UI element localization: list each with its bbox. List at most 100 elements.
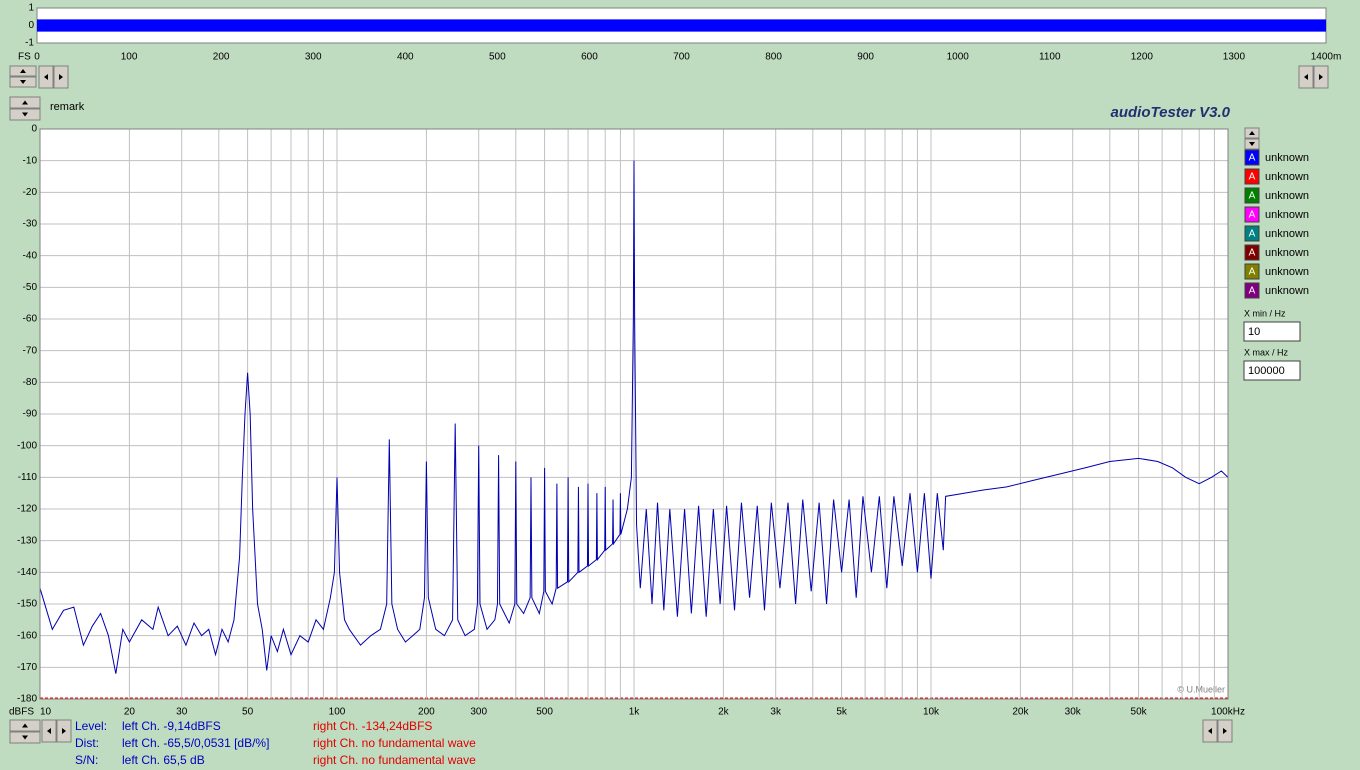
trace-swatch[interactable] [1244, 187, 1260, 204]
x-tick-label: 200 [418, 707, 435, 718]
button[interactable] [1313, 65, 1329, 89]
trace-letter: A [1249, 286, 1256, 297]
x-tick-label: 1200 [1131, 52, 1154, 63]
status-label: S/N: [75, 753, 98, 767]
trace-letter: A [1249, 153, 1256, 164]
status-right: right Ch. no fundamental wave [313, 753, 476, 767]
xmax-value: 100000 [1248, 365, 1285, 377]
remark: remark [50, 101, 85, 113]
y-tick-label: -100 [17, 440, 37, 451]
button-arrow[interactable] [44, 74, 48, 80]
xmin-input[interactable] [1243, 321, 1301, 342]
button[interactable] [38, 65, 54, 89]
x-tick-label: 3k [770, 707, 782, 718]
button[interactable] [1202, 719, 1218, 743]
x-tick-label: 1400m [1311, 52, 1342, 63]
plot-border [39, 128, 1229, 700]
y-tick-label: -120 [17, 504, 37, 515]
button[interactable] [1244, 138, 1260, 150]
xmin-label: X min / Hz [1244, 308, 1286, 318]
y-axis-label: FS [18, 52, 31, 63]
trace-swatch[interactable] [1244, 206, 1260, 223]
status-left: left Ch. 65,5 dB [122, 753, 205, 767]
status-left: left Ch. -9,14dBFS [122, 719, 221, 733]
button[interactable] [56, 719, 72, 743]
x-tick-label: 900 [857, 52, 874, 63]
status-label: Dist: [75, 736, 99, 750]
button-arrow[interactable] [47, 728, 51, 734]
x-tick-label: 10 [40, 707, 52, 718]
button[interactable] [53, 65, 69, 89]
button-arrow[interactable] [1304, 74, 1308, 80]
button-arrow[interactable] [59, 74, 63, 80]
button-arrow[interactable] [1249, 142, 1255, 146]
button[interactable] [41, 719, 57, 743]
x-tick-label: 20 [124, 707, 136, 718]
button[interactable] [1244, 127, 1260, 139]
xmax-input[interactable] [1243, 360, 1301, 381]
x-tick-label: 300 [305, 52, 322, 63]
copyright: © U.Mueller [1177, 684, 1225, 694]
status-label: Level: [75, 719, 107, 733]
trace-label: unknown [1265, 152, 1309, 164]
button[interactable] [9, 108, 41, 121]
trace-swatch[interactable] [1244, 225, 1260, 242]
button[interactable] [9, 731, 41, 744]
button[interactable] [1217, 719, 1233, 743]
x-tick-label: 0 [34, 52, 40, 63]
button-arrow[interactable] [22, 112, 28, 117]
trace-swatch[interactable] [1244, 168, 1260, 185]
x-tick-label: 10k [923, 707, 940, 718]
trace-swatch[interactable] [1244, 244, 1260, 261]
y-tick-label: 0 [31, 124, 37, 135]
button-arrow[interactable] [1319, 74, 1323, 80]
xmax-label: X max / Hz [1244, 347, 1289, 357]
button-arrow[interactable] [22, 100, 28, 105]
button-arrow[interactable] [1223, 728, 1227, 734]
trace-letter: A [1249, 210, 1256, 221]
button-arrow[interactable] [20, 69, 26, 73]
button[interactable] [1298, 65, 1314, 89]
button-arrow[interactable] [1208, 728, 1212, 734]
x-tick-label: 400 [397, 52, 414, 63]
x-tick-label: 200 [213, 52, 230, 63]
x-tick-label: 300 [470, 707, 487, 718]
y-tick-label: -30 [23, 219, 38, 230]
x-tick-label: 1k [629, 707, 641, 718]
x-tick-label: 30k [1065, 707, 1082, 718]
trace-letter: A [1249, 172, 1256, 183]
y-tick-label: -140 [17, 567, 37, 578]
y-tick-label: -50 [23, 282, 38, 293]
status-left: left Ch. -65,5/0,0531 [dB/%] [122, 736, 269, 750]
trace-label: unknown [1265, 171, 1309, 183]
trace-swatch[interactable] [1244, 149, 1260, 166]
y-tick-label: -160 [17, 630, 37, 641]
button-arrow[interactable] [22, 723, 28, 728]
buttons [9, 65, 1329, 744]
button-arrow[interactable] [20, 80, 26, 84]
y-tick-label: -130 [17, 535, 37, 546]
button[interactable] [9, 76, 37, 88]
trace-letter: A [1249, 191, 1256, 202]
y-tick-label: -60 [23, 314, 38, 325]
button[interactable] [9, 96, 41, 109]
button[interactable] [9, 65, 37, 77]
x-tick-label: 800 [765, 52, 782, 63]
trace-label: unknown [1265, 190, 1309, 202]
trace-label: unknown [1265, 266, 1309, 278]
trace-label: unknown [1265, 247, 1309, 259]
x-tick-label: 2k [718, 707, 730, 718]
xmin-value: 10 [1248, 326, 1260, 338]
button-arrow[interactable] [1249, 131, 1255, 135]
y-tick-label: 1 [28, 3, 34, 14]
button-arrow[interactable] [22, 735, 28, 740]
trace-swatch[interactable] [1244, 282, 1260, 299]
x-tick-label: 5k [836, 707, 848, 718]
y-tick-label: -1 [25, 38, 34, 49]
button-arrow[interactable] [62, 728, 66, 734]
trace-swatch[interactable] [1244, 263, 1260, 280]
button[interactable] [9, 719, 41, 732]
x-tick-label: 1300 [1223, 52, 1246, 63]
x-tick-label: 500 [489, 52, 506, 63]
